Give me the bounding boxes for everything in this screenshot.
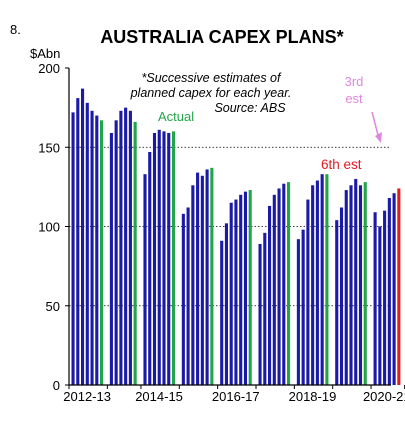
capex-bar [186,207,190,385]
capex-bar [315,180,319,385]
capex-bar [387,197,391,385]
capex-bar [282,183,286,385]
capex-bar [354,178,358,385]
y-tick-label: 150 [38,140,60,155]
capex-bar [344,190,348,385]
axes [65,67,405,389]
capex-bar [258,243,262,385]
capex-bar [210,167,214,385]
capex-bar [397,188,401,385]
x-tick-label: 2016-17 [212,389,260,404]
capex-bar [301,229,305,385]
chart-title: AUSTRALIA CAPEX PLANS* [100,27,343,47]
capex-bar [167,132,171,385]
capex-bar [148,152,152,385]
capex-bar [196,172,200,385]
x-tick-label: 2018-19 [289,389,337,404]
capex-bar [81,88,85,385]
capex-bar [306,199,310,385]
capex-bar [224,223,228,385]
capex-bar [335,220,339,385]
capex-bar [277,188,281,385]
y-tick-label: 0 [53,378,60,393]
capex-bar [373,212,377,385]
capex-bar [205,169,209,385]
x-tick-label: 2020-21 [363,389,405,404]
capex-bar [243,191,247,385]
x-tick-label: 2012-13 [63,389,111,404]
capex-bar [339,207,344,385]
capex-bar [100,120,104,385]
y-tick-labels: 0 50 100 150 200 [38,61,60,393]
actual-label: Actual [158,109,194,124]
note-line-1: *Successive estimates of [142,71,282,85]
capex-bar [181,213,185,385]
capex-bar [85,102,89,386]
capex-bar [114,120,118,385]
capex-bar [248,190,252,385]
y-tick-label: 200 [38,61,60,76]
capex-bar [220,240,224,385]
x-tick-labels: 2012-13 2014-15 2016-17 2018-19 2020-21 [63,389,405,404]
third-est-arrow [371,111,382,143]
capex-bar [143,174,147,385]
capex-bar [239,194,243,385]
capex-bar [325,174,329,385]
capex-bar [200,175,204,385]
capex-bar [363,182,367,385]
third-est-label-line-1: 3rd [345,74,364,89]
capex-bar [296,239,300,385]
sixth-est-label: 6th est [321,157,362,172]
capex-bar [128,110,132,386]
capex-bar [378,226,382,385]
y-axis-unit-label: $Abn [30,46,60,61]
capex-bar [383,210,387,385]
third-est-label-line-2: est [345,91,363,106]
y-tick-label: 50 [46,299,60,314]
capex-bar [229,202,233,385]
capex-bar [90,110,94,386]
capex-bar [119,110,123,386]
capex-bar [109,132,113,385]
capex-bar [157,129,161,385]
capex-bar [95,115,99,386]
capex-bar [358,185,363,385]
x-tick-label: 2014-15 [135,389,183,404]
capex-bar [71,112,75,385]
note-line-2: planned capex for each year. [130,86,292,100]
capex-bar [268,205,272,385]
capex-bar [272,194,276,385]
capex-bar [152,132,157,385]
capex-bar [133,121,137,385]
capex-bar [191,185,195,385]
capex-bar [162,131,166,385]
capex-bar [287,182,291,385]
capex-bar [234,199,238,385]
source-note: *Successive estimates of planned capex f… [130,71,292,115]
capex-bar [263,232,267,385]
capex-bar [392,193,396,385]
capex-bar [124,107,128,386]
y-tick-label: 100 [38,220,60,235]
bars [71,88,401,386]
figure-number: 8. [10,22,21,37]
capex-bar [76,98,80,386]
capex-bar [311,185,315,385]
capex-bar [349,185,353,385]
capex-bar [320,174,324,385]
capex-bar [171,131,176,385]
note-line-3: Source: ABS [214,101,286,115]
